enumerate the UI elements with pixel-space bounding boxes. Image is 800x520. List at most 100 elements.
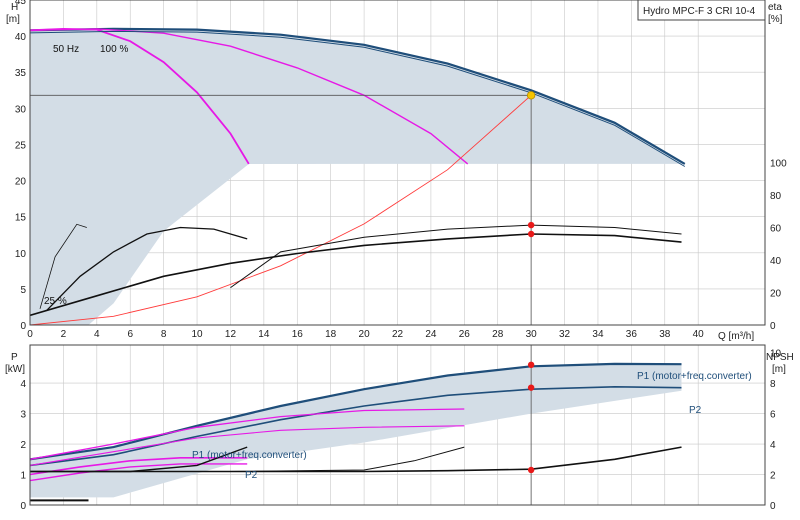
curves-bottom [30, 345, 682, 505]
curve-eta_1_pump [46, 226, 248, 311]
y-left-label-bottom-2: [kW] [5, 364, 25, 375]
y-right-tick-label: 4 [770, 440, 776, 451]
p1-marker [527, 361, 535, 369]
y-left-tick-label: 25 [15, 140, 27, 151]
x-tick-label: 16 [292, 329, 304, 340]
y-right-tick-label: 60 [770, 224, 782, 235]
curve-P1_2_pumps [30, 408, 465, 460]
curve-head_2_pumps [30, 28, 469, 165]
x-tick-label: 8 [161, 329, 167, 340]
curve-head-3-pumps-outline [30, 30, 686, 167]
y-right-label-top-2: [%] [768, 14, 783, 25]
y-left-label-bottom-1: P [11, 352, 18, 363]
curve-NPSH_2_pumps [30, 446, 465, 472]
x-tick-label: 12 [225, 329, 237, 340]
curve-NPSH_1_pump [30, 446, 248, 473]
curve-eta_mid [30, 233, 682, 317]
x-tick-label: 36 [626, 329, 638, 340]
x-tick-label: 32 [559, 329, 571, 340]
efficiency-marker [527, 221, 535, 229]
axes [29, 0, 766, 506]
curve-P1_1_pump [30, 457, 248, 476]
y-right-label-bottom-2: [m] [772, 364, 786, 375]
y-left-tick-label: 40 [15, 32, 27, 43]
y-right-tick-label: 10 [770, 349, 782, 360]
curve-head_3_pumps [30, 27, 686, 165]
curve-eta_small [39, 223, 87, 309]
p2-marker [527, 384, 535, 391]
y-right-label-top-1: eta [768, 2, 782, 13]
annotation-50hz: 50 Hz [53, 44, 79, 55]
efficiency-marker [527, 230, 535, 238]
y-left-tick-label: 0 [20, 321, 26, 332]
y-left-tick-label: 0 [20, 501, 26, 512]
annotation-25pct: 25 % [44, 296, 67, 307]
npsh-marker [527, 466, 535, 474]
x-tick-label: 20 [359, 329, 371, 340]
envelope-area-bottom [30, 363, 682, 498]
y-left-tick-label: 2 [20, 440, 26, 451]
y-left-label-top-1: H [11, 2, 18, 13]
y-left-tick-label: 35 [15, 68, 27, 79]
curve-eta_3_pumps [230, 224, 682, 289]
y-right-tick-label: 80 [770, 191, 782, 202]
annotation-100pct: 100 % [100, 44, 128, 55]
curve-system_curve [30, 94, 532, 325]
y-right-tick-label: 6 [770, 410, 776, 421]
y-right-tick-label: 2 [770, 471, 776, 482]
y-left-tick-label: 1 [20, 471, 26, 482]
y-left-label-top-2: [m] [6, 14, 20, 25]
y-right-tick-label: 100 [770, 159, 787, 170]
x-tick-label: 4 [94, 329, 100, 340]
chart-title: Hydro MPC-F 3 CRI 10-4 [643, 6, 756, 17]
y-right-tick-label: 8 [770, 379, 776, 390]
x-tick-label: 18 [325, 329, 337, 340]
x-axis-label: Q [m³/h] [718, 331, 754, 342]
x-tick-label: 22 [392, 329, 404, 340]
y-left-tick-label: 20 [15, 177, 27, 188]
curves-top [30, 27, 686, 325]
curve-P2_2_pumps [30, 425, 465, 466]
y-right-tick-label: 40 [770, 256, 782, 267]
operating-envelope-top [30, 28, 685, 325]
curve-P2_3_pumps [30, 385, 682, 467]
curve-head_1_pump [30, 27, 250, 165]
x-tick-label: 26 [459, 329, 471, 340]
y-left-tick-label: 15 [15, 213, 27, 224]
x-tick-label: 10 [191, 329, 203, 340]
y-left-tick-label: 3 [20, 410, 26, 421]
x-tick-label: 38 [659, 329, 671, 340]
y-right-tick-label: 0 [770, 501, 776, 512]
operating-envelope-bottom [30, 363, 682, 498]
x-tick-label: 6 [127, 329, 133, 340]
title-box [637, 0, 766, 21]
label-p1-1-pump: P1 (motor+freq.converter) [192, 450, 307, 461]
x-tick-label: 30 [526, 329, 538, 340]
x-tick-label: 40 [693, 329, 705, 340]
tick-labels-bottom: 0 1 2 3 4 0 2 4 6 8 10 [20, 349, 781, 512]
bottom-plot-frame [29, 344, 766, 506]
top-plot-frame [29, 0, 766, 326]
label-p1-3-pumps: P1 (motor+freq.converter) [637, 371, 752, 382]
x-tick-label: 28 [492, 329, 504, 340]
y-left-tick-label: 45 [15, 0, 27, 7]
y-left-tick-label: 10 [15, 249, 27, 260]
x-tick-label: 24 [425, 329, 437, 340]
label-p2-1-pump: P2 [245, 470, 258, 481]
y-left-tick-label: 30 [15, 104, 27, 115]
y-left-tick-label: 5 [20, 285, 26, 296]
y-right-label-bottom-1: NPSH [766, 352, 794, 363]
duty-point-marker [526, 91, 536, 100]
x-tick-label: 14 [258, 329, 270, 340]
duty-markers [526, 91, 536, 474]
label-p2-3-pumps: P2 [689, 405, 702, 416]
curve-P1_3_pumps [30, 362, 682, 461]
y-right-tick-label: 20 [770, 289, 782, 300]
envelope-area-top [30, 28, 685, 325]
x-tick-label: 0 [27, 329, 33, 340]
tick-labels-top: 0 2 4 6 8 10 12 14 16 18 20 22 24 26 28 30 32 34 36 38 40051… [15, 0, 787, 340]
y-right-tick-label: 0 [770, 321, 776, 332]
x-tick-label: 2 [61, 329, 67, 340]
x-tick-label: 34 [592, 329, 604, 340]
